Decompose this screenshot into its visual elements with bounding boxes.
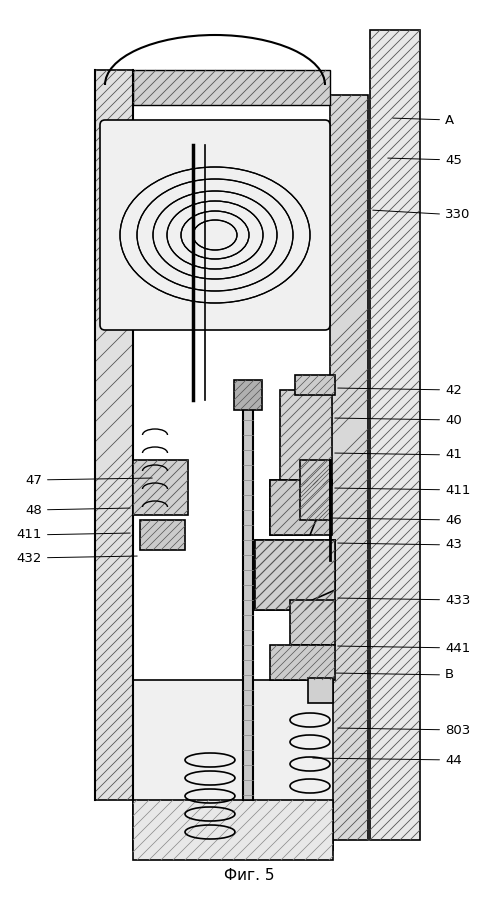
Text: 46: 46 <box>333 514 462 526</box>
Text: 43: 43 <box>338 538 462 552</box>
Text: 411: 411 <box>16 528 130 542</box>
Polygon shape <box>295 375 335 395</box>
Polygon shape <box>255 540 335 610</box>
Text: 411: 411 <box>335 483 471 497</box>
Text: 40: 40 <box>335 413 462 427</box>
Polygon shape <box>270 645 335 680</box>
Polygon shape <box>133 460 188 515</box>
Polygon shape <box>280 390 332 485</box>
Polygon shape <box>290 600 335 645</box>
Polygon shape <box>95 70 133 800</box>
Text: 330: 330 <box>373 209 471 221</box>
Text: 41: 41 <box>335 448 462 462</box>
Text: 44: 44 <box>313 753 462 767</box>
Text: Фиг. 5: Фиг. 5 <box>224 868 274 883</box>
Text: 48: 48 <box>25 503 130 517</box>
Polygon shape <box>133 70 330 105</box>
Text: 47: 47 <box>25 473 152 487</box>
Polygon shape <box>133 800 333 860</box>
Polygon shape <box>300 460 330 520</box>
Text: 441: 441 <box>338 642 470 654</box>
Text: B: B <box>336 669 454 681</box>
Text: 45: 45 <box>388 154 462 166</box>
Text: 803: 803 <box>338 724 470 736</box>
FancyBboxPatch shape <box>100 120 330 330</box>
Text: 42: 42 <box>338 383 462 397</box>
Polygon shape <box>330 95 368 840</box>
Polygon shape <box>308 678 333 703</box>
Polygon shape <box>234 380 262 410</box>
Polygon shape <box>140 520 185 550</box>
Polygon shape <box>243 390 253 800</box>
Text: A: A <box>393 113 454 127</box>
Text: 432: 432 <box>16 552 137 564</box>
Polygon shape <box>370 30 420 840</box>
Polygon shape <box>133 680 333 850</box>
Text: 433: 433 <box>338 593 471 607</box>
Polygon shape <box>270 480 332 535</box>
Polygon shape <box>255 540 335 610</box>
Polygon shape <box>270 480 332 535</box>
